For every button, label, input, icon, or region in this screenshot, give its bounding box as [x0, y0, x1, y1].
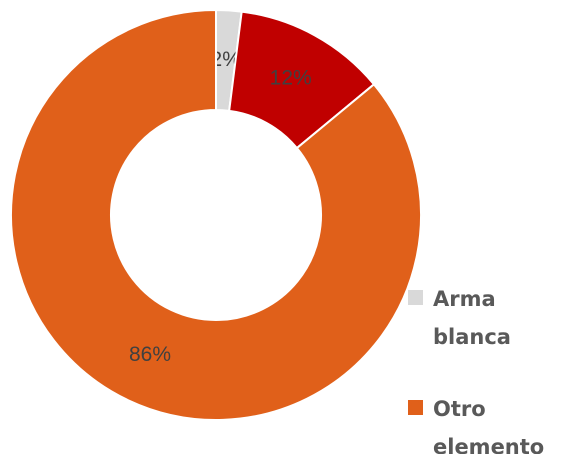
- donut-slice: [10, 8, 422, 421]
- data-label: 12%: [270, 67, 312, 90]
- legend-label: Otro elemento: [433, 397, 545, 454]
- legend-entry: Arma blanca: [408, 280, 558, 356]
- data-label: 86%: [129, 343, 171, 366]
- legend-swatch: [408, 400, 423, 415]
- legend-entry: Otro elemento: [408, 390, 558, 454]
- data-label: 2%: [211, 48, 241, 71]
- legend-label: Arma blanca: [433, 287, 511, 349]
- legend-swatch: [408, 290, 423, 305]
